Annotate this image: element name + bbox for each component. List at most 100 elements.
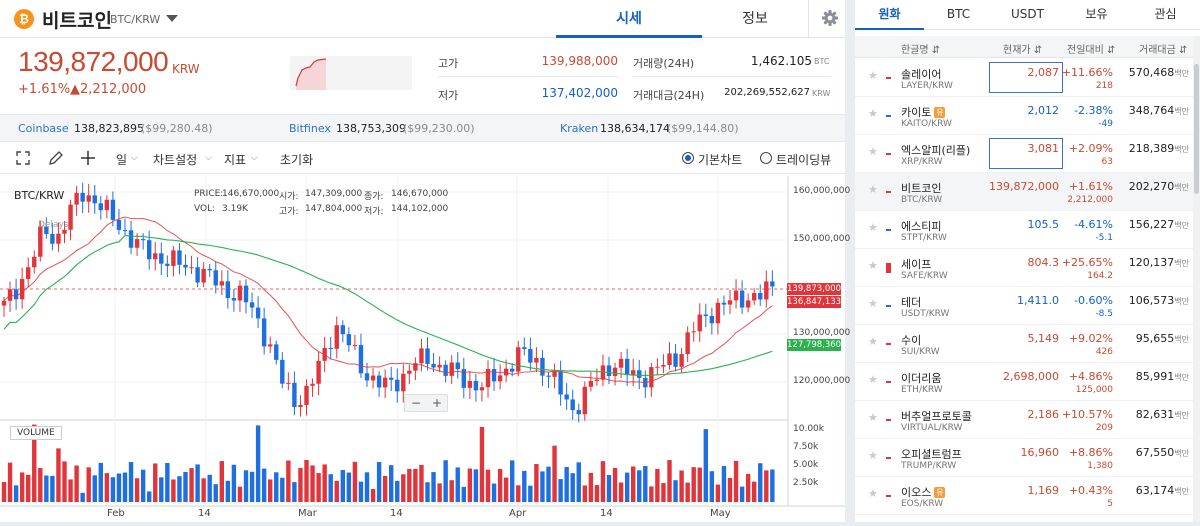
volume-bar bbox=[382, 475, 388, 502]
star-icon[interactable]: ★ bbox=[868, 183, 878, 196]
candle-body bbox=[13, 289, 19, 300]
chevron-down-icon[interactable]: ⌵ bbox=[251, 153, 258, 163]
market-row[interactable]: ★ 오피셜트럼프 TRUMP/KRW 16,960 +8.86% 1,380 67,550백… bbox=[855, 439, 1193, 477]
change-amount: 125,000 bbox=[1075, 385, 1113, 395]
market-row[interactable]: ★ 버추얼프로토콜 VIRTUAL/KRW 2,186 +10.57% 209 82,631… bbox=[855, 401, 1193, 439]
candle-body bbox=[140, 239, 146, 241]
fullscreen-icon[interactable] bbox=[16, 151, 30, 165]
star-icon[interactable]: ★ bbox=[868, 449, 878, 462]
current-price: 2,012 bbox=[1027, 104, 1060, 117]
chevron-down-icon[interactable] bbox=[166, 15, 178, 22]
volume-bar bbox=[195, 464, 200, 502]
candle-body bbox=[479, 387, 485, 391]
candle-body bbox=[352, 345, 358, 347]
candle-body bbox=[425, 348, 430, 364]
tab-usdt[interactable]: USDT bbox=[1011, 7, 1044, 21]
volume-bar bbox=[497, 468, 503, 502]
exchange-name[interactable]: Bitfinex bbox=[289, 122, 331, 135]
star-icon[interactable]: ★ bbox=[868, 221, 878, 234]
coin-name-text: 에스티피 bbox=[901, 220, 942, 233]
star-icon[interactable]: ★ bbox=[868, 69, 878, 82]
exchange-name[interactable]: Coinbase bbox=[18, 122, 69, 135]
interval-dropdown[interactable]: 일 bbox=[116, 153, 128, 167]
pencil-icon[interactable] bbox=[48, 150, 64, 166]
volume-bar bbox=[570, 473, 575, 502]
tab-btc[interactable]: BTC bbox=[946, 7, 971, 21]
star-icon[interactable]: ★ bbox=[868, 259, 878, 272]
exchange-name[interactable]: Kraken bbox=[560, 122, 599, 135]
header-volume[interactable]: 거래대금 ⇵ bbox=[1139, 45, 1188, 56]
price-chart[interactable]: BTC/KRW Delays PRICE: 146,670,000 VOL: 3… bbox=[0, 176, 850, 522]
candle-body bbox=[582, 386, 587, 415]
candle-body bbox=[50, 233, 55, 244]
volume-bar bbox=[298, 467, 303, 502]
coin-name: 비트코인 bbox=[901, 180, 941, 196]
tab-holdings[interactable]: 보유 bbox=[1085, 7, 1108, 21]
price-tick-label: 150,000,000 bbox=[793, 234, 851, 244]
tab-favorites[interactable]: 관심 bbox=[1154, 7, 1177, 21]
tab-info[interactable]: 정보 bbox=[742, 11, 768, 27]
basic-chart-label[interactable]: 기본차트 bbox=[698, 153, 743, 167]
current-price: 139,872,000 bbox=[18, 46, 169, 77]
candle-body bbox=[540, 357, 545, 376]
ohlc-label: 종가: bbox=[364, 192, 384, 202]
exchange-usd: ($99,280.48) bbox=[141, 122, 213, 135]
chevron-down-icon[interactable]: ⌵ bbox=[131, 153, 138, 163]
indicators-dropdown[interactable]: 지표 bbox=[224, 153, 247, 167]
candle-body bbox=[612, 367, 618, 377]
coin-pair[interactable]: BTC/KRW bbox=[110, 13, 161, 26]
volume-bar bbox=[110, 477, 116, 502]
volume-bar bbox=[68, 479, 73, 502]
zoom-in-button[interactable]: + bbox=[432, 396, 443, 410]
candle-body bbox=[588, 380, 594, 387]
scrollbar[interactable] bbox=[1193, 36, 1200, 522]
star-icon[interactable]: ★ bbox=[868, 373, 878, 386]
tradingview-radio[interactable] bbox=[760, 152, 772, 164]
candle-body bbox=[413, 363, 418, 371]
change-rate: +0.43% bbox=[1068, 484, 1113, 497]
header-price[interactable]: 현재가 ⇵ bbox=[1003, 45, 1043, 56]
star-icon[interactable]: ★ bbox=[868, 297, 878, 310]
market-row[interactable]: ★ 솔레이어 LAYER/KRW 2,087 +11.66% 218 570,468백만 bbox=[855, 59, 1193, 97]
reset-button[interactable]: 초기화 bbox=[280, 153, 314, 167]
star-icon[interactable]: ★ bbox=[868, 487, 878, 500]
tradingview-label[interactable]: 트레이딩뷰 bbox=[776, 153, 832, 167]
volume-bar bbox=[304, 459, 309, 502]
candle-body bbox=[443, 364, 448, 376]
market-row[interactable]: ★ 테더 USDT/KRW 1,411.0 -0.60% -8.5 106,573백만 bbox=[855, 287, 1193, 325]
volume-bar bbox=[74, 465, 79, 502]
candle-mark-icon bbox=[886, 305, 891, 307]
coin-name[interactable]: 비트코인 bbox=[42, 10, 112, 32]
header-name[interactable]: 한글명 ⇵ bbox=[901, 45, 941, 56]
market-row[interactable]: ★ 카이토 유 KAITO/KRW 2,012 -2.38% -49 348,764백만 bbox=[855, 97, 1193, 135]
chart-settings-dropdown[interactable]: 차트설정 bbox=[153, 153, 198, 167]
market-row[interactable]: ★ 비트코인 BTC/KRW 139,872,000 +1.61% 2,212,000 20… bbox=[855, 173, 1193, 211]
coin-pair: SAFE/KRW bbox=[901, 271, 948, 281]
market-row[interactable]: ★ 수이 SUI/KRW 5,149 +9.02% 426 95,655백만 bbox=[855, 325, 1193, 363]
crosshair-icon[interactable] bbox=[80, 150, 96, 166]
market-row[interactable]: ★ 이더리움 ETH/KRW 2,698,000 +4.86% 125,000 85,991… bbox=[855, 363, 1193, 401]
trade-volume: 120,137백만 bbox=[1129, 256, 1189, 269]
market-row[interactable]: ★ 에스티피 STPT/KRW 105.5 -4.61% -5.1 156,227백만 bbox=[855, 211, 1193, 249]
market-row[interactable]: ★ 세이프 SAFE/KRW 804.3 +25.65% 164.2 120,137백만 bbox=[855, 249, 1193, 287]
tab-krw[interactable]: 원화 bbox=[855, 0, 924, 30]
tab-quote[interactable]: 시세 bbox=[556, 0, 702, 38]
header-change[interactable]: 전일대비 ⇵ bbox=[1067, 45, 1116, 56]
volume-bar bbox=[56, 448, 61, 502]
star-icon[interactable]: ★ bbox=[868, 107, 878, 120]
candlestick-chart-svg bbox=[0, 176, 845, 507]
coin-name: 카이토 유 bbox=[901, 104, 946, 120]
chevron-down-icon[interactable]: ⌵ bbox=[205, 153, 212, 163]
star-icon[interactable]: ★ bbox=[868, 335, 878, 348]
zoom-out-button[interactable]: − bbox=[411, 396, 422, 410]
current-price: 16,960 bbox=[1020, 446, 1060, 459]
basic-chart-radio[interactable] bbox=[682, 152, 694, 164]
settings-button[interactable] bbox=[808, 0, 845, 38]
volume-bar bbox=[631, 466, 636, 502]
market-row[interactable]: ★ 이오스 유 EOS/KRW 1,169 +0.43% 5 63,174백만 bbox=[855, 477, 1193, 515]
scroll-thumb[interactable] bbox=[1194, 64, 1199, 194]
market-row[interactable]: ★ 엑스알피(리플) XRP/KRW 3,081 +2.09% 63 218,389백만 bbox=[855, 135, 1193, 173]
volume-bar bbox=[491, 483, 497, 502]
star-icon[interactable]: ★ bbox=[868, 145, 878, 158]
star-icon[interactable]: ★ bbox=[868, 411, 878, 424]
